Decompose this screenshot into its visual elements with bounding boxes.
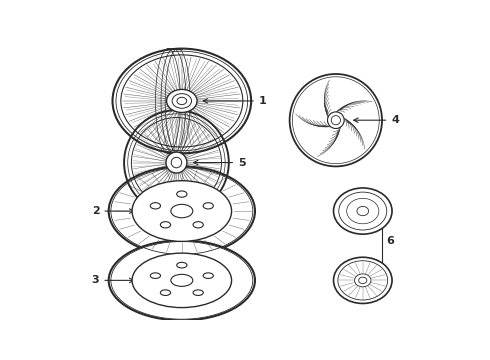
- Text: 4: 4: [354, 115, 399, 125]
- Text: 1: 1: [203, 96, 267, 106]
- Ellipse shape: [132, 181, 232, 242]
- Ellipse shape: [177, 191, 187, 197]
- Ellipse shape: [357, 206, 368, 216]
- Ellipse shape: [160, 290, 171, 296]
- Ellipse shape: [203, 273, 213, 279]
- Ellipse shape: [171, 274, 193, 286]
- Ellipse shape: [203, 203, 213, 209]
- Ellipse shape: [172, 94, 192, 108]
- Ellipse shape: [355, 274, 371, 287]
- Ellipse shape: [109, 166, 255, 256]
- Ellipse shape: [193, 222, 203, 228]
- Text: 2: 2: [92, 206, 134, 216]
- Ellipse shape: [109, 240, 255, 320]
- Text: 3: 3: [92, 275, 134, 285]
- Ellipse shape: [150, 273, 161, 279]
- Ellipse shape: [167, 89, 197, 112]
- Ellipse shape: [193, 290, 203, 296]
- Ellipse shape: [334, 257, 392, 303]
- Ellipse shape: [160, 222, 171, 228]
- Ellipse shape: [334, 188, 392, 234]
- Ellipse shape: [150, 203, 161, 209]
- Text: 6: 6: [386, 237, 394, 247]
- Ellipse shape: [177, 262, 187, 268]
- Text: 5: 5: [194, 158, 245, 167]
- Ellipse shape: [132, 253, 232, 307]
- Ellipse shape: [166, 152, 187, 173]
- Ellipse shape: [327, 112, 344, 129]
- Ellipse shape: [171, 204, 193, 218]
